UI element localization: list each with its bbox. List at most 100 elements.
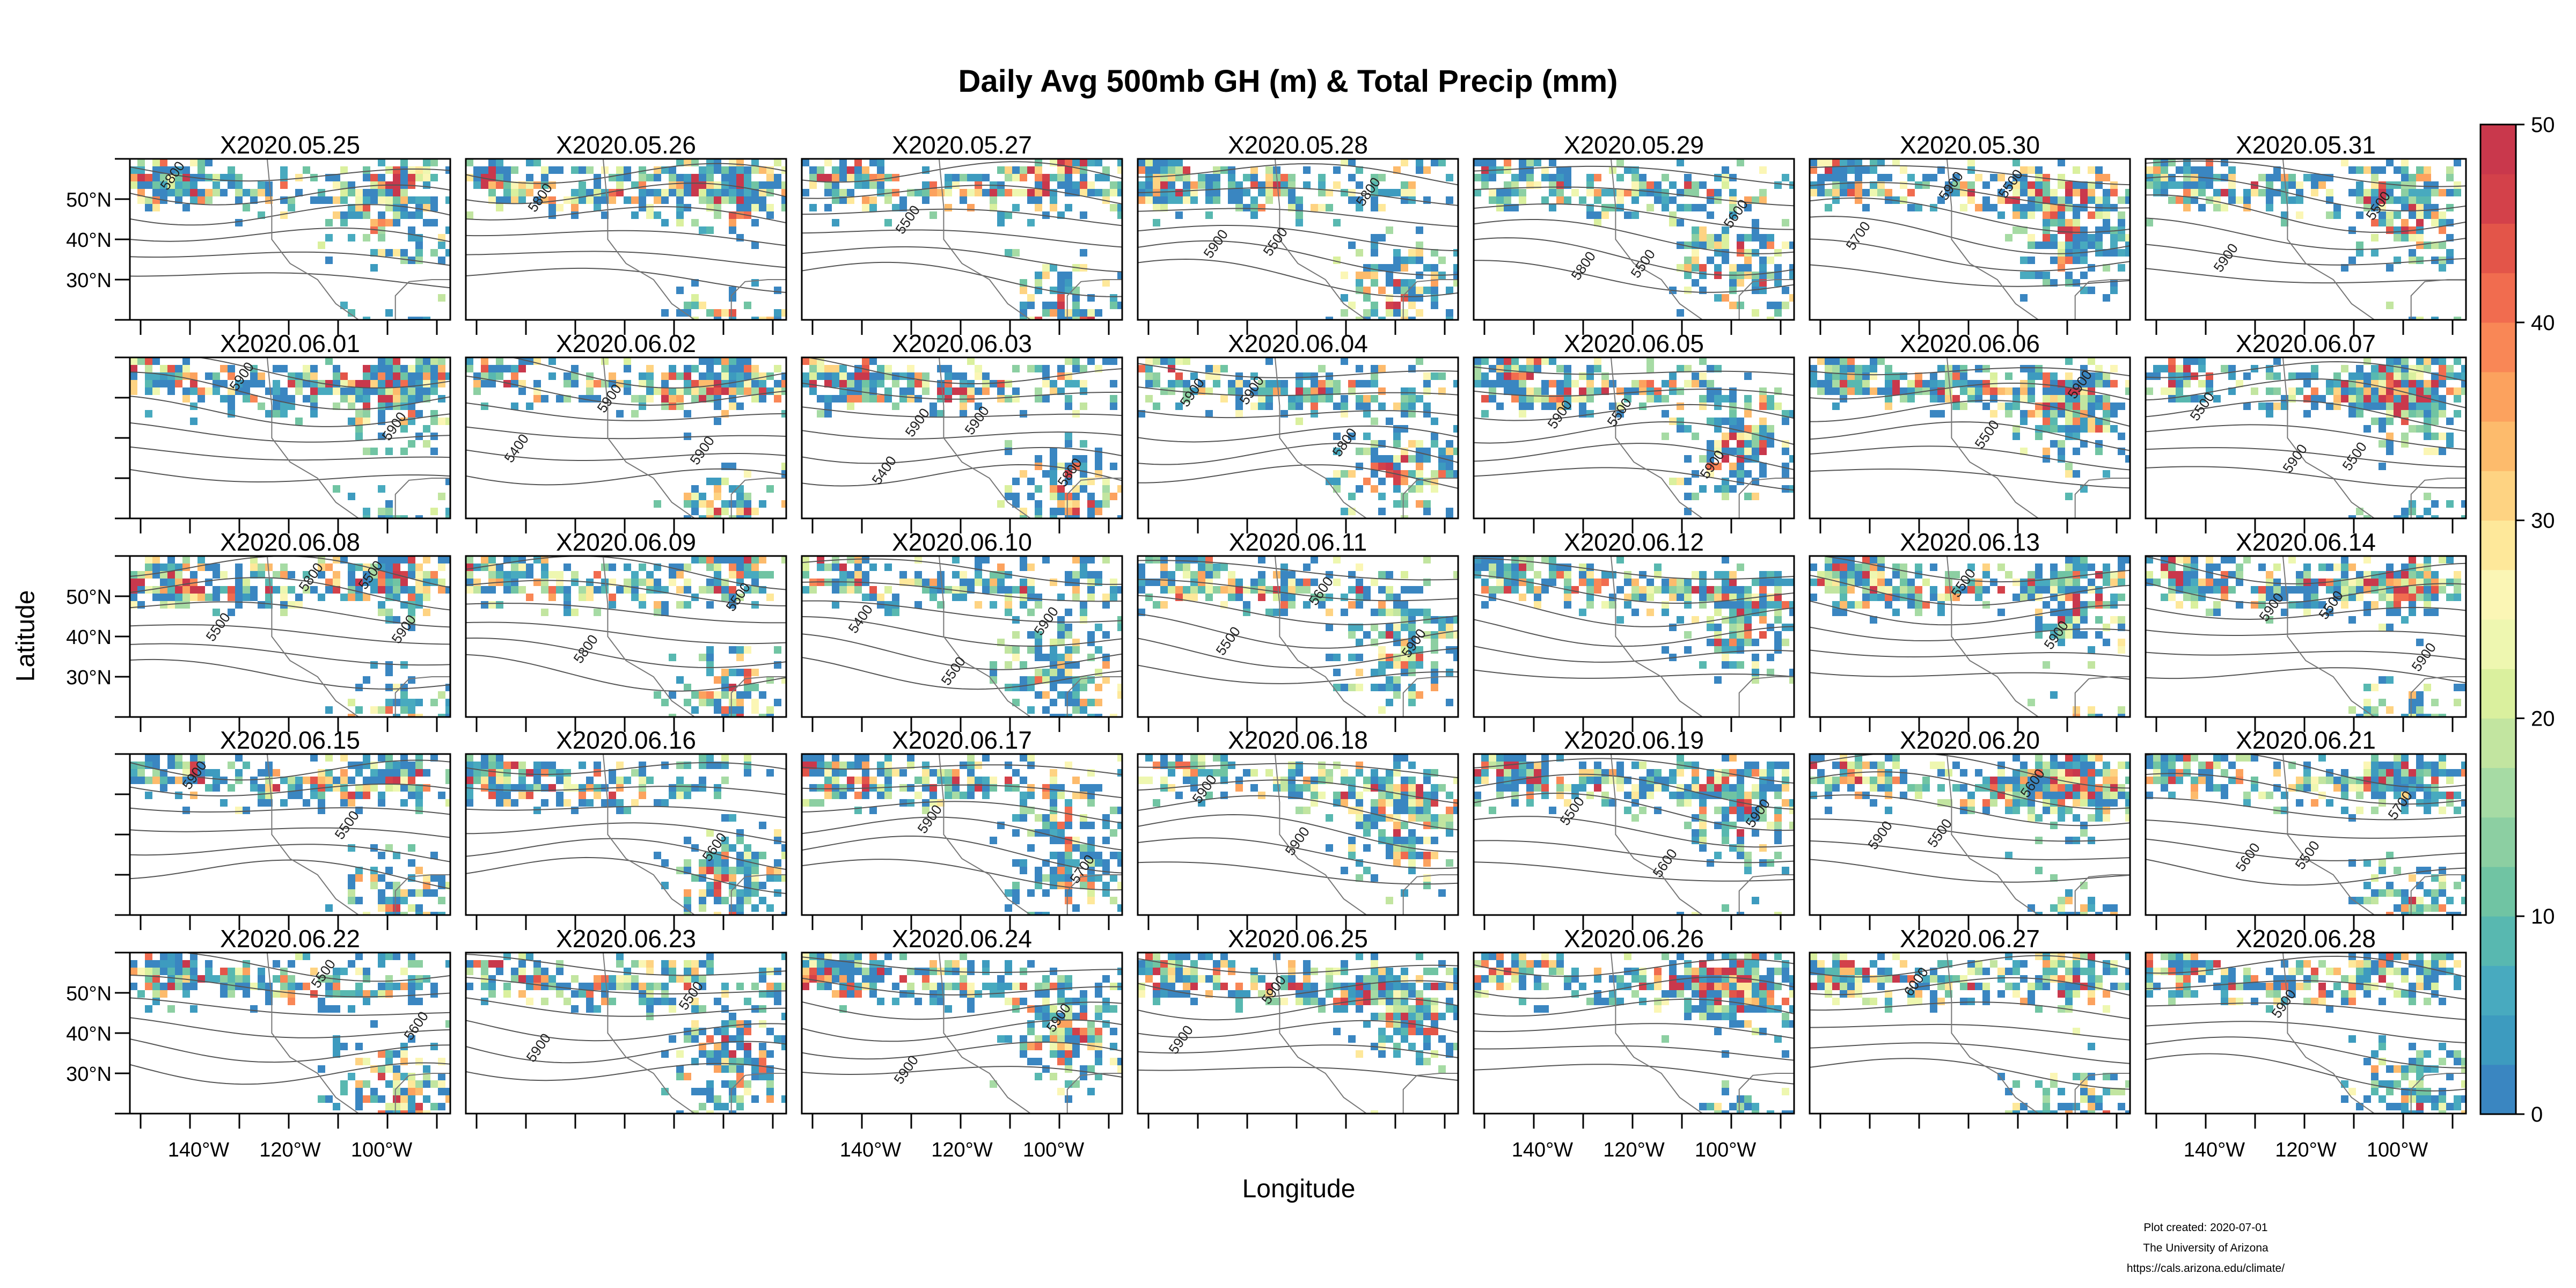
precip-cell [2058,395,2065,402]
precip-cell [1371,418,1378,425]
precip-cell [781,500,786,508]
precip-cell [1072,699,1080,706]
precip-cell [1862,380,1870,387]
precip-cell [2371,249,2379,257]
precip-cell [1408,287,1416,294]
precip-cell [1990,410,1997,418]
precip-cell [1782,219,1789,226]
precip-cell [832,219,839,226]
precip-cell [1065,440,1072,448]
precip-cell [1789,264,1794,272]
precip-cell [1080,455,1087,463]
precip-cell [1549,395,1556,402]
precip-cell [2431,448,2439,455]
precip-cell [318,564,325,571]
precip-cell [1102,357,1110,365]
precip-cell [1401,571,1408,579]
precip-cell [997,211,1005,219]
precip-cell [2065,418,2073,425]
precip-cell [481,402,488,410]
precip-cell [1348,380,1356,387]
precip-cell [669,564,676,571]
precip-cell [975,571,982,579]
precip-cell [1205,174,1213,181]
gh-contour-line [1810,468,2130,489]
precip-cell [586,189,594,196]
precip-cell [1138,564,1145,571]
precip-cell [1729,402,1737,410]
precip-cell [2183,181,2191,189]
precip-cell [1050,676,1057,684]
gh-contour-line [1810,264,2130,287]
precip-cell [1504,372,1511,380]
precip-cell [2454,372,2461,380]
precip-cell [400,402,408,410]
precip-cell [922,196,930,204]
precip-cell [488,189,496,196]
precip-cell [1586,571,1594,579]
precip-cell [2020,226,2028,234]
precip-cell [2065,372,2073,380]
precip-cell [1012,500,1020,508]
precip-cell [691,508,699,515]
precip-cell [190,387,197,395]
precip-cell [646,395,654,402]
precip-cell [832,166,839,174]
precip-cell [1729,211,1737,219]
precip-cell [378,234,385,241]
precip-cell [1729,410,1737,418]
precip-cell [2088,234,2095,241]
precip-cell [325,380,333,387]
precip-cell [1511,395,1519,402]
precip-cell [145,174,152,181]
precip-cell [736,211,744,219]
precip-cell [2311,365,2318,372]
gulf-coastline-line [2410,279,2466,320]
precip-cell [1117,616,1122,624]
gh-contour-line [1474,186,1794,207]
precip-cell [654,601,661,609]
precip-cell [503,196,511,204]
precip-cell [1624,387,1631,395]
precip-cell [2394,226,2401,234]
precip-cell [1684,508,1692,515]
precip-cell [2020,189,2028,196]
precip-cell [1408,365,1416,372]
precip-cell [1371,669,1378,676]
precip-cell [1990,579,1997,586]
precip-cell [2005,181,2012,189]
precip-cell [355,579,363,586]
precip-cell [2043,219,2050,226]
precip-cell [691,174,699,181]
precip-cell [1609,402,1616,410]
precip-cell [541,564,548,571]
precip-cell [2394,380,2401,387]
precip-cell [1526,174,1534,181]
gh-contour-line [2146,175,2466,211]
precip-cell [355,706,363,714]
precip-cell [579,196,586,204]
precip-cell [1198,564,1205,571]
precip-cell [1729,463,1737,470]
precip-cell [1714,639,1722,646]
precip-cell [1825,159,1832,166]
precip-cell [2118,571,2125,579]
coastline-line [938,357,1031,518]
precip-cell [2168,181,2176,189]
precip-cell [1363,448,1371,455]
precip-cell [2424,508,2431,515]
precip-cell [729,402,736,410]
precip-cell [378,174,385,181]
precip-cell [1474,174,1481,181]
precip-cell [2095,418,2103,425]
precip-cell [1110,395,1117,402]
precip-cell [1767,317,1774,320]
precip-cell [408,166,415,174]
precip-cell [1541,166,1549,174]
precip-cell [1586,395,1594,402]
precip-cell [1042,302,1050,309]
precip-cell [601,211,609,219]
precip-cell [1646,365,1654,372]
